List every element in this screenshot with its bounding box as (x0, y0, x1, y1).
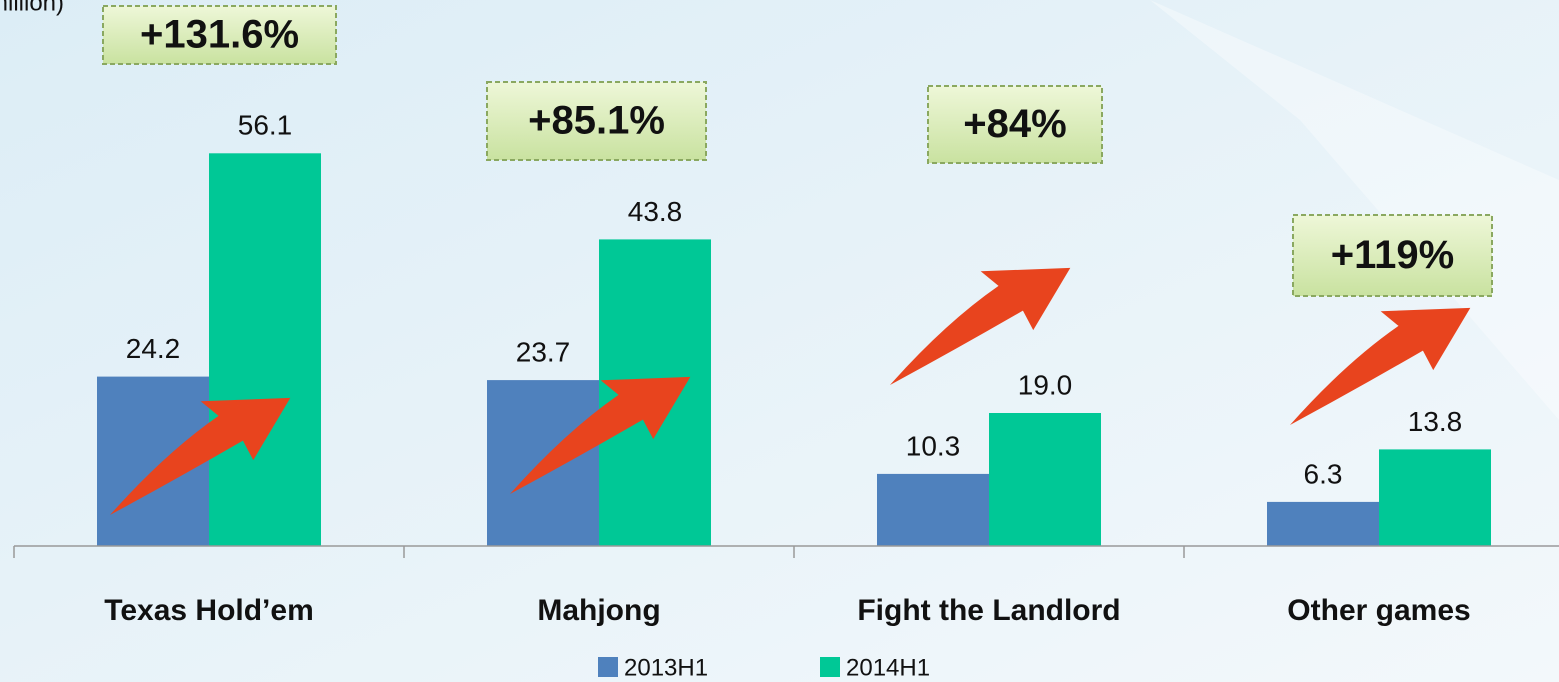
annotation: +85.1% (528, 99, 665, 143)
annotation-box (486, 81, 707, 161)
value-label: 24.2 (126, 333, 181, 364)
legend-label: 2014H1 (846, 654, 930, 681)
x-tick-label: Texas Hold’em (104, 594, 314, 627)
bar (877, 473, 989, 546)
annotation-box (1292, 214, 1493, 297)
legend-swatch (820, 657, 840, 677)
value-label: 13.8 (1408, 406, 1463, 437)
x-tick-label: Other games (1287, 594, 1470, 627)
annotation: +131.6% (140, 13, 299, 57)
value-label: 6.3 (1304, 458, 1343, 489)
value-label: 10.3 (906, 430, 961, 461)
x-tick-label: Mahjong (537, 594, 660, 627)
legend-label: 2013H1 (624, 654, 708, 681)
axis-unit: million) (0, 0, 64, 16)
value-label: 19.0 (1018, 369, 1073, 400)
background-shape (1150, 0, 1559, 420)
value-label: 23.7 (516, 336, 571, 367)
annotation-box (927, 85, 1103, 164)
annotation: +119% (1331, 233, 1454, 277)
bar (209, 153, 321, 547)
value-label: 56.1 (238, 110, 293, 141)
annotation: +84% (963, 102, 1066, 146)
value-label: 43.8 (628, 196, 683, 227)
annotation-box (102, 5, 337, 65)
bar (1267, 501, 1379, 546)
bar (1379, 449, 1491, 546)
bar (989, 413, 1101, 546)
legend-swatch (598, 657, 618, 677)
x-tick-label: Fight the Landlord (857, 594, 1120, 627)
